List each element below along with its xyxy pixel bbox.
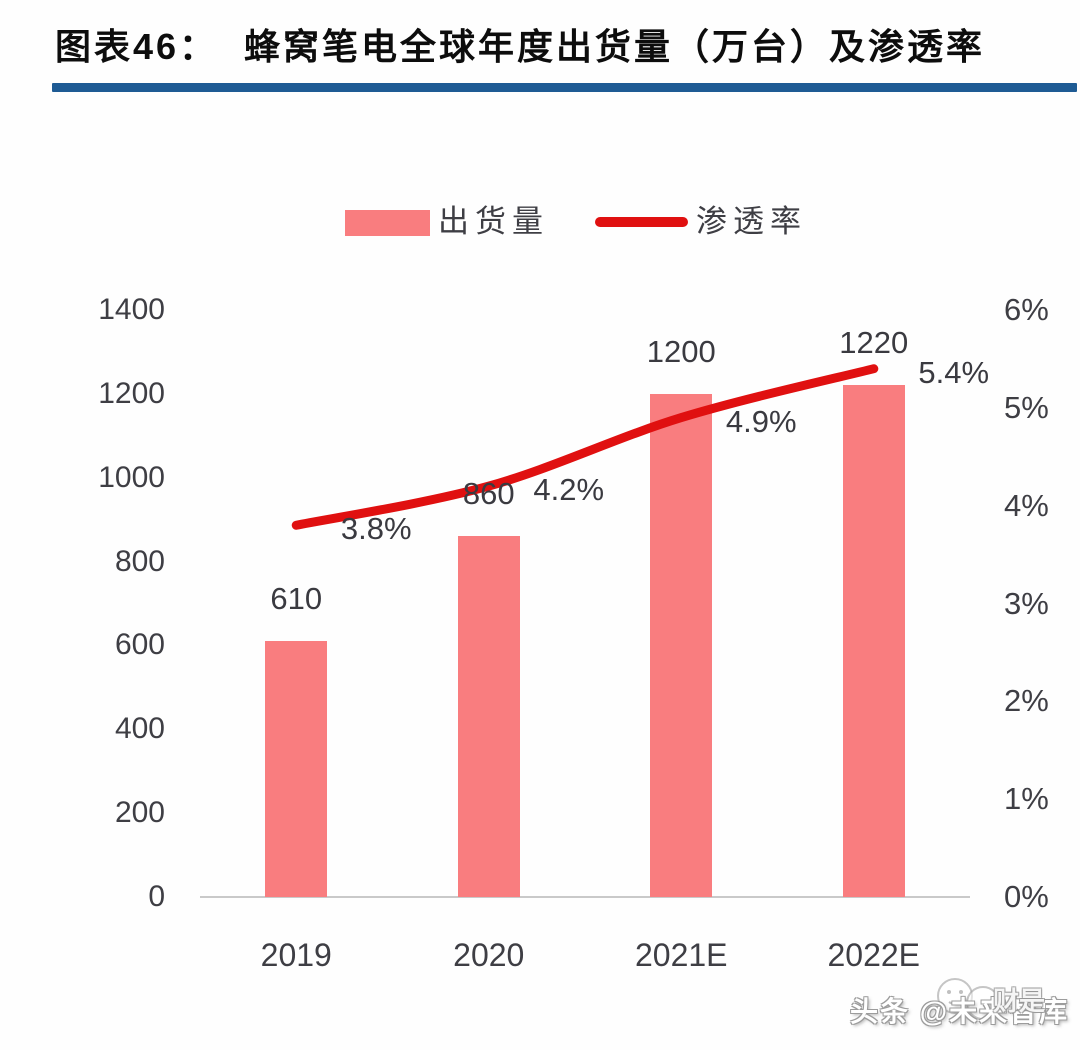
x-axis-label-2019: 2019 <box>260 937 332 973</box>
bar-value-2022E: 1220 <box>839 325 909 361</box>
left-axis-tick-200: 200 <box>114 796 165 830</box>
left-axis-tick-600: 600 <box>114 628 165 662</box>
x-axis-label-2021E: 2021E <box>634 937 728 973</box>
bar-2021E <box>650 393 713 897</box>
watermark-text: 头条 @未来智库 <box>850 996 1070 1027</box>
left-axis-tick-1200: 1200 <box>98 376 165 410</box>
left-axis-tick-0: 0 <box>148 880 165 913</box>
right-axis-tick-2: 2% <box>1004 683 1049 719</box>
x-axis-line <box>200 896 970 898</box>
bar-2022E <box>842 385 905 897</box>
bar-2019 <box>265 641 328 897</box>
left-axis-tick-400: 400 <box>114 712 165 746</box>
x-axis-label-2020: 2020 <box>453 937 525 973</box>
right-axis-tick-4: 4% <box>1004 487 1049 523</box>
line-value-2019: 3.8% <box>340 511 412 547</box>
legend-bar-label: 出货量 <box>438 204 549 239</box>
right-axis-tick-0: 0% <box>1004 879 1049 914</box>
x-axis-label-2022E: 2022E <box>827 937 921 973</box>
left-axis-tick-1400: 1400 <box>98 293 165 326</box>
legend-line-swatch <box>595 217 688 227</box>
title-divider <box>52 83 1077 92</box>
figure-title: 图表46： 蜂窝笔电全球年度出货量（万台）及渗透率 <box>55 18 985 70</box>
line-value-2021E: 4.9% <box>725 403 797 439</box>
left-axis-tick-800: 800 <box>114 544 165 578</box>
legend-line-label: 渗透率 <box>696 204 807 239</box>
figure-title-text: 蜂窝笔电全球年度出货量（万台）及渗透率 <box>244 26 986 67</box>
bar-value-2019: 610 <box>270 581 323 617</box>
right-axis-tick-1: 1% <box>1004 781 1049 817</box>
legend-bar-swatch <box>345 210 430 236</box>
right-axis-tick-6: 6% <box>1004 292 1049 327</box>
line-value-2020: 4.2% <box>533 472 605 508</box>
line-value-2022E: 5.4% <box>918 354 990 390</box>
right-axis-tick-3: 3% <box>1004 585 1049 621</box>
left-axis-tick-1000: 1000 <box>98 460 165 494</box>
right-axis-tick-5: 5% <box>1004 389 1049 425</box>
bar-2020 <box>457 536 520 897</box>
watermark-brand: 财是 <box>993 986 1046 1016</box>
watermark-stamp-icon <box>937 978 1000 1020</box>
bar-value-2021E: 1200 <box>646 333 716 369</box>
figure-number-label: 图表46： <box>55 26 219 67</box>
